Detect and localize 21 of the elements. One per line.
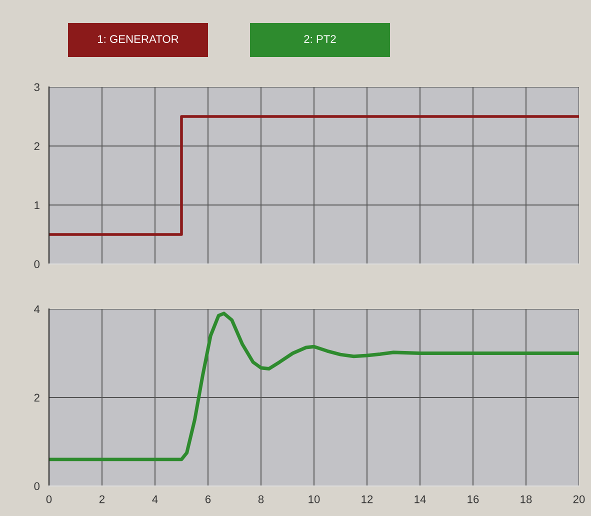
y-tick-label: 0 (34, 482, 40, 490)
x-tick-label: 14 (414, 495, 426, 504)
text: 1: GENERATOR (98, 35, 178, 43)
x-tick-label: 0 (46, 495, 52, 504)
x-tick-label: 2 (99, 495, 105, 504)
y-tick-label: 2 (34, 142, 40, 150)
x-tick-label: 10 (308, 495, 320, 504)
y-tick-label: 1 (34, 201, 40, 210)
x-tick-label: 12 (362, 495, 373, 504)
x-tick-label: 8 (258, 495, 264, 504)
x-tick-label: 16 (468, 495, 479, 504)
x-tick-label: 20 (573, 495, 585, 504)
x-tick-label: 18 (520, 495, 532, 504)
y-tick-label: 0 (34, 260, 40, 268)
text: 2: PT2 (304, 35, 336, 43)
y-tick-label: 3 (34, 83, 40, 92)
y-tick-label: 2 (34, 394, 40, 402)
x-tick-label: 4 (152, 495, 158, 504)
line-series (49, 312, 579, 462)
x-tick-label: 6 (205, 495, 211, 504)
y-tick-label: 4 (34, 305, 40, 314)
